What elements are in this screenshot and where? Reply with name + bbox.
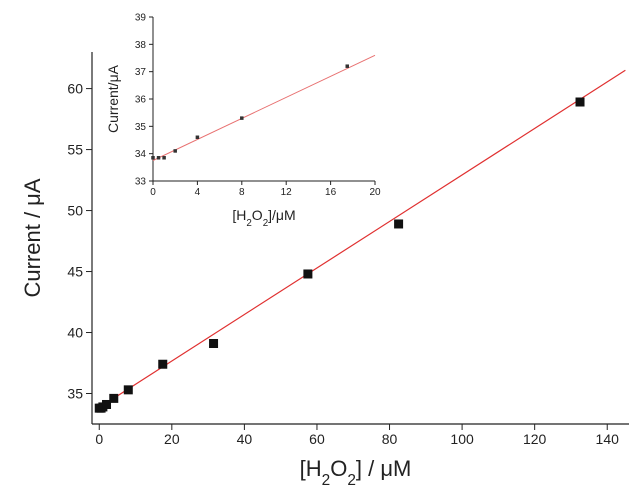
y-tick-label: 55 <box>67 141 83 157</box>
x-tick-label: 4 <box>195 187 201 198</box>
fit-line <box>98 69 626 409</box>
data-point <box>209 339 219 349</box>
data-point <box>575 97 585 107</box>
data-point <box>162 156 166 160</box>
data-point <box>102 399 112 409</box>
x-tick-label: 80 <box>382 431 398 447</box>
data-point <box>173 149 177 153</box>
data-point <box>345 64 349 68</box>
x-tick-label: 120 <box>523 431 547 447</box>
y-tick-label: 50 <box>67 202 83 218</box>
data-point <box>303 269 313 279</box>
data-point <box>151 156 155 160</box>
data-point <box>158 359 168 369</box>
x-tick-label: 20 <box>369 187 381 198</box>
y-axis-label: Current/μA <box>105 64 121 133</box>
y-tick-label: 40 <box>67 324 83 340</box>
y-tick-label: 39 <box>135 13 147 24</box>
x-tick-label: 16 <box>325 187 337 198</box>
data-point <box>195 135 200 140</box>
y-tick-label: 38 <box>135 40 147 51</box>
y-tick-label: 34 <box>135 149 147 160</box>
y-tick-label: 35 <box>135 122 147 133</box>
y-tick-label: 35 <box>67 385 83 401</box>
x-tick-label: 0 <box>95 431 103 447</box>
fit-line <box>152 54 376 161</box>
data-point <box>240 116 244 120</box>
x-tick-label: 100 <box>450 431 474 447</box>
x-axis-label: [H2O2] / μM <box>300 456 412 489</box>
x-tick-label: 12 <box>281 187 293 198</box>
data-point <box>109 393 119 403</box>
y-tick-label: 33 <box>135 177 147 188</box>
data-point <box>156 156 161 160</box>
y-tick-label: 37 <box>135 67 147 78</box>
y-tick-label: 60 <box>67 80 83 96</box>
x-tick-label: 8 <box>239 187 245 198</box>
x-axis-label: [H2O2]/μM <box>232 207 295 229</box>
y-tick-label: 36 <box>135 95 147 106</box>
inset-chart: 0 4 8 12 16 20 33 34 35 36 37 38 39 [H2O2]/μM Current/… <box>105 13 381 229</box>
x-tick-label: 40 <box>237 431 253 447</box>
x-tick-label: 140 <box>596 431 620 447</box>
data-point <box>123 385 133 395</box>
data-point <box>394 219 404 229</box>
x-tick-label: 0 <box>150 187 156 198</box>
x-tick-label: 20 <box>164 431 180 447</box>
x-tick-label: 60 <box>309 431 325 447</box>
y-tick-label: 45 <box>67 263 83 279</box>
y-axis-label: Current / μA <box>20 178 45 297</box>
